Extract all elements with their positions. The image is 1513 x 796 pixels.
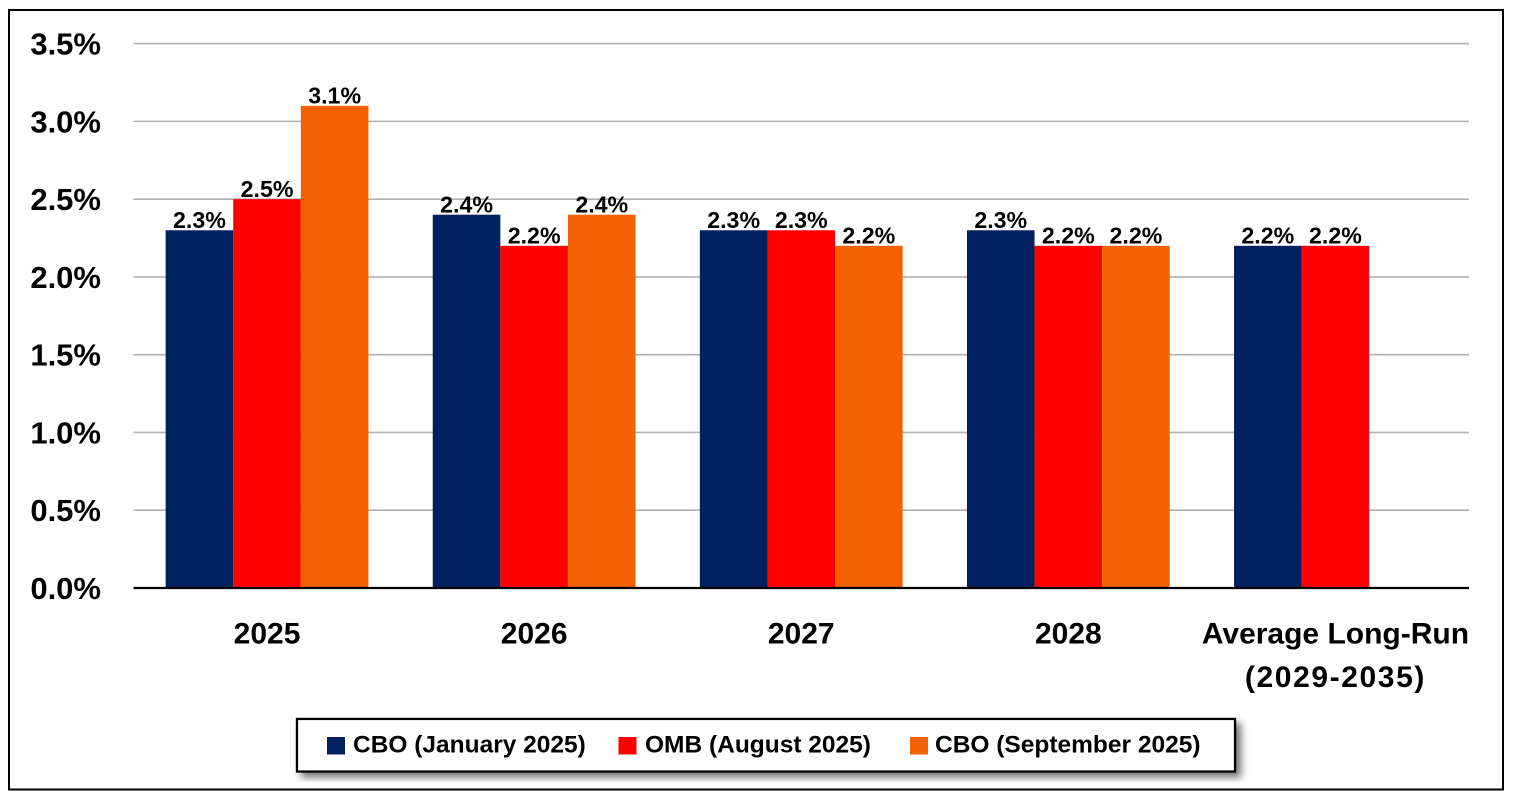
svg-text:2.2%: 2.2% xyxy=(508,222,561,248)
svg-text:OMB (August 2025): OMB (August 2025) xyxy=(645,732,871,759)
svg-text:2.4%: 2.4% xyxy=(440,191,493,217)
svg-text:2.3%: 2.3% xyxy=(173,207,226,233)
svg-text:2.0%: 2.0% xyxy=(30,260,101,295)
svg-text:CBO (January 2025): CBO (January 2025) xyxy=(353,732,586,759)
svg-text:3.5%: 3.5% xyxy=(30,27,101,62)
svg-text:3.0%: 3.0% xyxy=(30,104,101,139)
svg-text:2.5%: 2.5% xyxy=(241,176,294,202)
svg-text:2.2%: 2.2% xyxy=(1042,222,1095,248)
svg-text:2.3%: 2.3% xyxy=(707,207,760,233)
svg-text:2026: 2026 xyxy=(501,617,568,650)
svg-text:0.5%: 0.5% xyxy=(30,493,101,528)
svg-text:2.2%: 2.2% xyxy=(842,222,895,248)
svg-text:2027: 2027 xyxy=(768,617,835,650)
svg-text:2.3%: 2.3% xyxy=(775,207,828,233)
svg-text:2.3%: 2.3% xyxy=(974,207,1027,233)
svg-text:2.2%: 2.2% xyxy=(1309,222,1362,248)
svg-text:1.0%: 1.0% xyxy=(30,415,101,450)
svg-text:2.2%: 2.2% xyxy=(1110,222,1163,248)
svg-text:(2029-2035): (2029-2035) xyxy=(1245,661,1426,694)
svg-text:3.1%: 3.1% xyxy=(308,82,361,108)
svg-text:Average Long-Run: Average Long-Run xyxy=(1202,617,1469,650)
svg-text:1.5%: 1.5% xyxy=(30,338,101,373)
svg-text:2025: 2025 xyxy=(234,617,301,650)
svg-text:2028: 2028 xyxy=(1035,617,1102,650)
svg-text:CBO (September 2025): CBO (September 2025) xyxy=(935,732,1201,759)
svg-text:2.5%: 2.5% xyxy=(30,182,101,217)
svg-text:2.4%: 2.4% xyxy=(575,191,628,217)
svg-text:0.0%: 0.0% xyxy=(30,571,101,606)
svg-text:2.2%: 2.2% xyxy=(1241,222,1294,248)
